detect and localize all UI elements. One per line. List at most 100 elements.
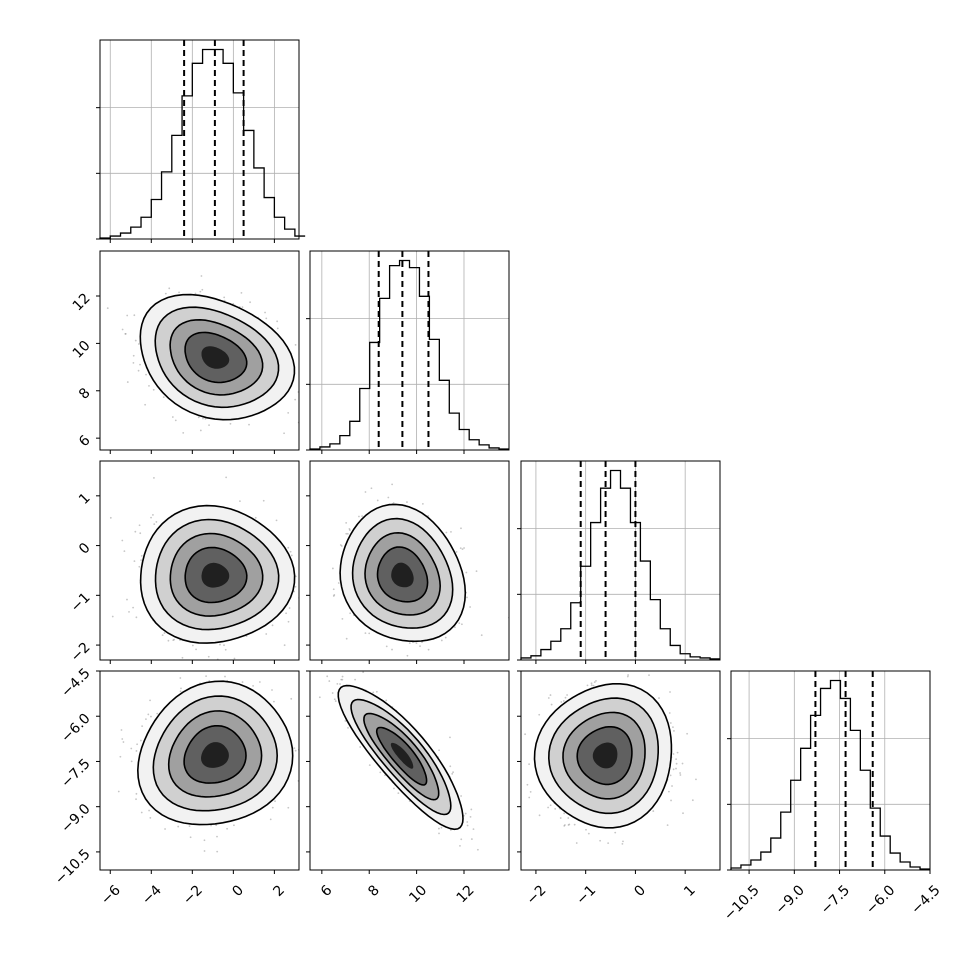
scatter-point bbox=[316, 602, 318, 604]
scatter-point bbox=[293, 747, 296, 750]
scatter-point bbox=[621, 842, 624, 845]
scatter-point bbox=[132, 354, 135, 357]
x-tick-label: 0 bbox=[229, 882, 247, 900]
scatter-point bbox=[150, 516, 152, 519]
scatter-point bbox=[139, 532, 142, 535]
scatter-point bbox=[120, 729, 123, 731]
scatter-point bbox=[326, 675, 329, 678]
scatter-point bbox=[139, 363, 141, 366]
scatter-point bbox=[197, 416, 200, 419]
scatter-point bbox=[348, 529, 351, 531]
scatter-point bbox=[361, 515, 364, 517]
scatter-point bbox=[675, 758, 678, 761]
scatter-point bbox=[391, 648, 393, 651]
scatter-point bbox=[265, 317, 268, 320]
scatter-point bbox=[460, 838, 463, 841]
x-tick-label: 1 bbox=[681, 882, 699, 900]
scatter-point bbox=[458, 622, 461, 625]
scatter-point bbox=[138, 565, 141, 568]
scatter-point bbox=[202, 417, 204, 420]
scatter-point bbox=[233, 824, 235, 827]
scatter-point bbox=[415, 642, 418, 645]
contour-line bbox=[136, 680, 294, 826]
scatter-point bbox=[301, 634, 303, 636]
scatter-point bbox=[155, 521, 158, 523]
scatter-point bbox=[368, 764, 371, 767]
scatter-point bbox=[406, 654, 409, 657]
scatter-point bbox=[224, 648, 227, 651]
scatter-point bbox=[181, 656, 184, 659]
scatter-point bbox=[341, 667, 343, 669]
scatter-point bbox=[121, 738, 124, 740]
scatter-point bbox=[316, 711, 318, 713]
scatter-point bbox=[305, 385, 307, 387]
density-peak bbox=[201, 742, 229, 768]
scatter-point bbox=[652, 810, 655, 812]
scatter-point bbox=[686, 732, 689, 735]
panel-frame bbox=[99, 670, 300, 871]
y-tick-label: −1 bbox=[68, 590, 94, 616]
scatter-point bbox=[385, 645, 388, 648]
scatter-point bbox=[362, 671, 365, 673]
panel-frame bbox=[309, 670, 510, 871]
scatter-point bbox=[248, 423, 250, 426]
scatter-point bbox=[669, 691, 671, 693]
scatter-point bbox=[289, 550, 292, 553]
hist-panel-3 bbox=[727, 670, 931, 874]
panel-frame bbox=[99, 460, 300, 661]
scatter-point bbox=[210, 824, 212, 827]
scatter-point bbox=[673, 730, 675, 732]
scatter-point bbox=[445, 531, 448, 534]
scatter-point bbox=[144, 403, 147, 406]
panel-frame bbox=[309, 250, 510, 451]
scatter-point bbox=[567, 817, 570, 819]
scatter-point bbox=[332, 588, 335, 591]
scatter-point bbox=[126, 314, 129, 317]
panel-frame bbox=[309, 460, 510, 661]
scatter-point bbox=[226, 827, 228, 830]
panel-frame bbox=[520, 670, 721, 871]
scatter-point bbox=[622, 840, 624, 843]
scatter-point bbox=[547, 806, 550, 809]
scatter-point bbox=[670, 799, 672, 802]
scatter-point bbox=[695, 778, 697, 781]
density-peak bbox=[201, 562, 230, 588]
scatter-point bbox=[564, 824, 566, 826]
scatter-point bbox=[672, 753, 675, 755]
x-tick-label: 8 bbox=[365, 882, 383, 900]
density-peak bbox=[201, 346, 230, 369]
contour-line bbox=[364, 531, 442, 616]
scatter-point bbox=[449, 736, 451, 739]
scatter-point bbox=[207, 655, 210, 658]
scatter-point bbox=[449, 765, 452, 768]
y-tick-label: −10.5 bbox=[52, 846, 94, 888]
scatter-point bbox=[593, 661, 595, 663]
x-tick-label: −6 bbox=[98, 882, 124, 908]
scatter-point bbox=[512, 699, 514, 701]
y-tick-label: −7.5 bbox=[58, 756, 93, 791]
scatter-point bbox=[469, 606, 472, 608]
scatter-point bbox=[273, 700, 275, 703]
contour-line bbox=[363, 712, 440, 801]
scatter-point bbox=[294, 575, 297, 578]
scatter-point bbox=[269, 818, 272, 821]
scatter-point bbox=[331, 567, 334, 570]
scatter-point bbox=[229, 422, 232, 425]
scatter-point bbox=[140, 559, 143, 562]
density-peak bbox=[391, 562, 414, 588]
y-tick-label: 10 bbox=[70, 338, 94, 362]
scatter-point bbox=[332, 595, 335, 597]
scatter-point bbox=[472, 828, 475, 831]
scatter-point bbox=[466, 596, 468, 599]
scatter-point bbox=[528, 763, 531, 766]
scatter-point bbox=[345, 522, 348, 524]
scatter-point bbox=[117, 790, 120, 793]
scatter-point bbox=[128, 610, 130, 613]
scatter-point bbox=[156, 712, 159, 715]
scatter-point bbox=[567, 824, 570, 826]
scatter-point bbox=[387, 496, 390, 499]
scatter-point bbox=[339, 544, 342, 546]
scatter-point bbox=[460, 795, 463, 797]
scatter-point bbox=[354, 678, 357, 681]
